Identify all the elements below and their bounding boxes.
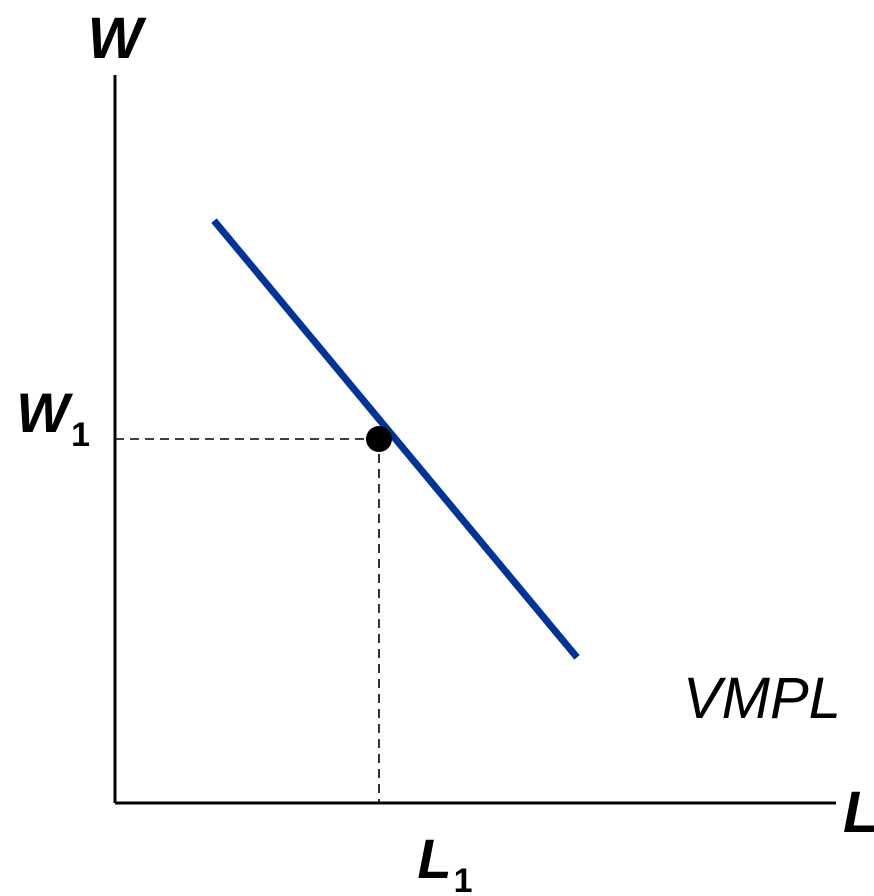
y-tick-label-subscript: 1: [71, 416, 90, 454]
series-label-vmpl: VMPL: [683, 666, 841, 731]
intersection-point: [366, 426, 392, 452]
y-axis-title: W: [88, 6, 147, 71]
y-tick-label-main: W: [16, 381, 73, 444]
x-tick-label-l1: L1: [417, 827, 472, 896]
x-axis-title: L: [843, 780, 874, 845]
x-tick-label-main: L: [417, 827, 451, 890]
x-tick-label-subscript: 1: [454, 862, 473, 896]
y-tick-label-w1: W1: [16, 381, 90, 454]
series-line-vmpl: [211, 218, 580, 660]
